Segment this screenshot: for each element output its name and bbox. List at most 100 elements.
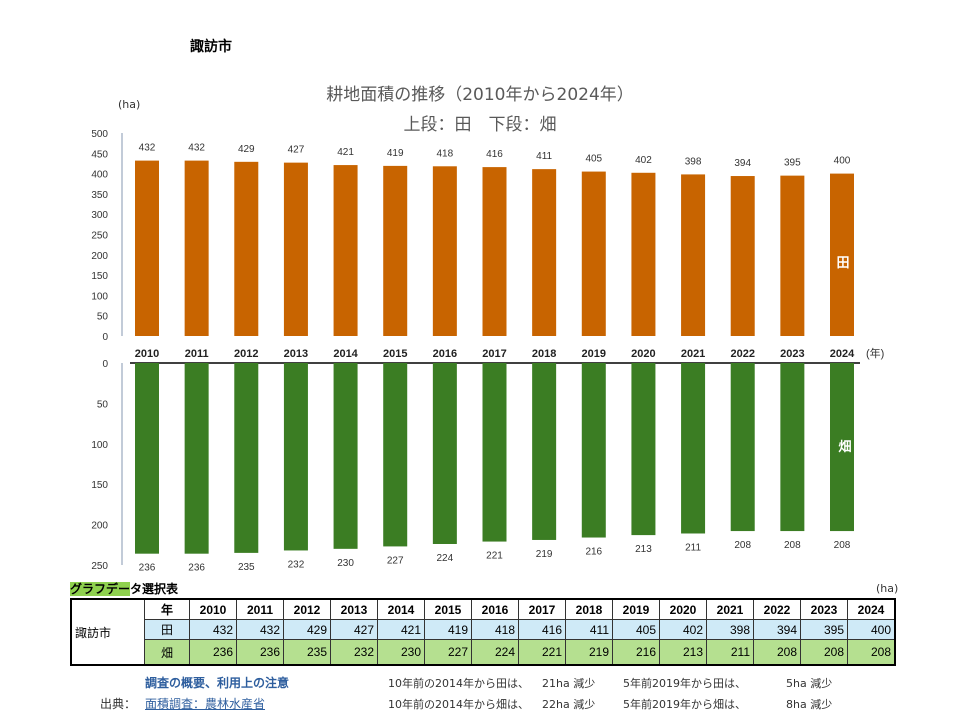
bar-ta-2018 <box>532 169 557 336</box>
table-cell-ha-2019: 216 <box>612 639 660 666</box>
table-cell-ta-2022: 394 <box>753 619 801 640</box>
x-tick-label: 2021 <box>681 348 705 360</box>
y-tick-label-top: 450 <box>91 149 108 160</box>
table-title-rest: タ選択表 <box>130 582 179 596</box>
bar-ha-2020 <box>631 363 656 536</box>
table-header-row: 諏訪市 年 2010 2011 2012 2013 2014 2015 2016 2017 20… <box>70 598 896 666</box>
table-cell-ha-2016: 224 <box>471 639 519 666</box>
table-cell-ha-2017: 221 <box>518 639 566 666</box>
x-tick-label: 2018 <box>532 348 556 360</box>
table-cell-ha-2012: 235 <box>283 639 331 666</box>
table-cell-ta-2013: 427 <box>330 619 378 640</box>
y-tick-label-bottom: 150 <box>91 480 108 491</box>
bar-ha-2024 <box>830 363 854 532</box>
table-cell-ha-2023: 208 <box>800 639 848 666</box>
table-cell-ha-2024: 208 <box>847 639 896 666</box>
table-cell-ta-2021: 398 <box>706 619 754 640</box>
x-tick-label: 2012 <box>234 348 258 360</box>
bar-ta-2011 <box>184 160 209 336</box>
y-tick-label-bottom: 200 <box>91 521 108 532</box>
bar-ta-2012 <box>234 161 259 336</box>
table-title-highlight: グラフデー <box>70 582 131 596</box>
bar-ta-2010 <box>135 160 159 336</box>
table-year-2024: 2024 <box>847 598 896 620</box>
x-tick-label: 2016 <box>433 348 457 360</box>
data-label-ta-2024: 400 <box>834 156 851 167</box>
table-cell-ta-2014: 421 <box>377 619 425 640</box>
data-label-ta-2010: 432 <box>139 143 156 154</box>
bar-ha-2022 <box>730 363 755 532</box>
y-tick-label-top: 0 <box>102 332 108 343</box>
data-label-ta-2013: 427 <box>288 145 305 156</box>
bar-ha-2016 <box>432 363 457 544</box>
table-cell-ha-2018: 219 <box>565 639 613 666</box>
bar-ta-2021 <box>681 174 706 336</box>
table-year-2017: 2017 <box>518 598 566 620</box>
data-label-ha-2023: 208 <box>784 540 801 551</box>
note-5y-ha-value: 8ha 減少 <box>786 698 833 711</box>
data-label-ha-2020: 213 <box>635 544 652 555</box>
series-label-ta: 田 <box>836 255 849 270</box>
chart-subtitle: 上段：田 下段：畑 <box>403 115 557 135</box>
x-tick-label: 2020 <box>631 348 655 360</box>
table-cell-ha-2013: 232 <box>330 639 378 666</box>
data-label-ta-2019: 405 <box>585 154 602 165</box>
table-cell-ta-2010: 432 <box>189 619 237 640</box>
note-10y-ha: 10年前の2014年から畑は、 <box>388 698 529 711</box>
table-cell-ta-2024: 400 <box>847 619 896 640</box>
data-label-ha-2021: 211 <box>685 542 701 553</box>
table-year-2014: 2014 <box>377 598 425 620</box>
data-label-ha-2024: 208 <box>834 540 851 551</box>
x-tick-label: 2011 <box>185 348 209 360</box>
bar-ha-2018 <box>532 363 557 540</box>
data-label-ha-2011: 236 <box>188 563 205 574</box>
table-cell-ha-2021: 211 <box>706 639 754 666</box>
bar-ha-2012 <box>234 363 259 553</box>
y-tick-label-bottom: 100 <box>91 440 108 451</box>
table-year-2023: 2023 <box>800 598 848 620</box>
table-row-ha: 畑 236 236 235 232 230 227 224 221 219 216 213 211 20… <box>71 639 896 666</box>
y-tick-label-top: 400 <box>91 170 108 181</box>
data-table: 諏訪市 年 2010 2011 2012 2013 2014 2015 2016 2017 20… <box>70 598 896 666</box>
bar-ha-2011 <box>184 363 209 554</box>
data-label-ta-2015: 419 <box>387 148 404 159</box>
source-link[interactable]: 面積調査：農林水産省 <box>145 697 266 711</box>
data-label-ta-2014: 421 <box>337 147 354 158</box>
data-label-ta-2020: 402 <box>635 155 652 166</box>
row-label-ta: 田 <box>144 619 190 640</box>
table-year-2011: 2011 <box>236 598 284 620</box>
data-label-ta-2012: 429 <box>238 144 255 155</box>
bar-ha-2014 <box>333 363 358 549</box>
bar-ha-2023 <box>780 363 805 532</box>
data-label-ha-2016: 224 <box>437 553 454 564</box>
x-tick-label: 2019 <box>582 348 606 360</box>
data-label-ha-2012: 235 <box>238 562 255 573</box>
row-label-ha: 畑 <box>144 639 190 666</box>
x-tick-label: 2017 <box>482 348 506 360</box>
data-label-ta-2022: 394 <box>734 158 751 169</box>
table-year-2019: 2019 <box>612 598 660 620</box>
x-tick-label: 2023 <box>780 348 804 360</box>
data-label-ta-2011: 432 <box>188 143 205 154</box>
data-label-ha-2022: 208 <box>734 540 751 551</box>
y-axis-unit: (ha) <box>118 98 141 111</box>
table-year-2022: 2022 <box>753 598 801 620</box>
x-axis-unit: (年) <box>866 346 884 360</box>
bar-ta-2023 <box>780 175 805 336</box>
city-title: 諏訪市 <box>190 39 232 55</box>
y-tick-label-bottom: 50 <box>97 399 109 410</box>
data-label-ha-2017: 221 <box>486 551 503 562</box>
y-tick-label-bottom: 0 <box>102 359 108 370</box>
y-tick-label-top: 150 <box>91 271 108 282</box>
bar-ta-2024 <box>830 173 854 336</box>
table-cell-ta-2020: 402 <box>659 619 707 640</box>
x-tick-label: 2024 <box>830 348 855 360</box>
header-year-label: 年 <box>144 598 190 620</box>
table-unit: (ha) <box>876 582 899 595</box>
table-cell-ha-2010: 236 <box>189 639 237 666</box>
overview-link[interactable]: 調査の概要、利用上の注意 <box>145 676 290 690</box>
bar-ta-2013 <box>283 162 308 336</box>
table-cell-ta-2019: 405 <box>612 619 660 640</box>
data-label-ha-2014: 230 <box>337 558 354 569</box>
